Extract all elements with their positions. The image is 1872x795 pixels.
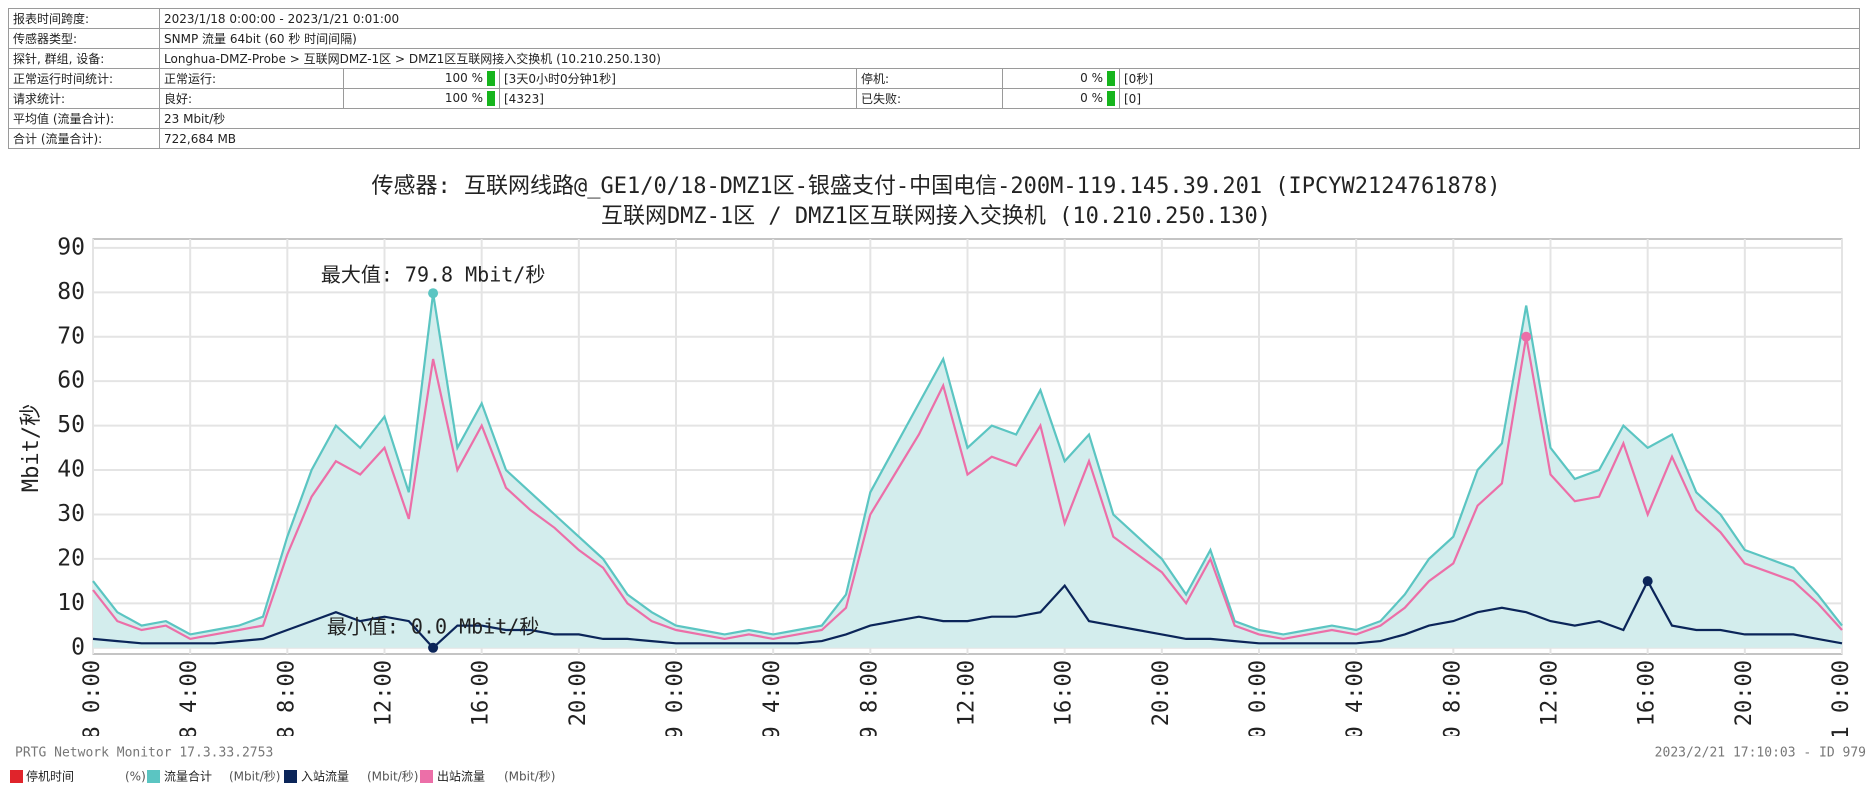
table-row: 正常运行时间统计: 正常运行: 100 % [3天0小时0分钟1秒] 停机: 0 % [0秒… bbox=[8, 68, 1860, 89]
max-annotation: 最大值: 79.8 Mbit/秒 bbox=[321, 263, 546, 287]
cell-text: 23 Mbit/秒 bbox=[164, 112, 226, 126]
status-bar bbox=[1107, 71, 1115, 86]
cell-text: [0秒] bbox=[1124, 72, 1153, 86]
cell-text: SNMP 流量 64bit (60 秒 时间间隔) bbox=[164, 32, 357, 46]
table-row: 请求统计: 良好: 100 % [4323] 已失败: 0 % [0] bbox=[8, 88, 1860, 109]
legend-label: 流量合计 bbox=[164, 769, 212, 784]
legend-swatch bbox=[10, 770, 23, 783]
line bbox=[92, 336, 1843, 641]
x-tick-label: 1/19 16:00 bbox=[1052, 660, 1077, 792]
x-tick-label: 1/19 4:00 bbox=[760, 660, 785, 779]
chart-title: 传感器: 互联网线路@_GE1/0/18-DMZ1区-银盛支付-中国电信-200… bbox=[372, 174, 1501, 199]
extreme-marker bbox=[428, 642, 439, 653]
y-tick-label: 80 bbox=[57, 279, 85, 305]
y-tick-label: 50 bbox=[57, 412, 85, 438]
cell-text: 正常运行时间统计: bbox=[13, 72, 114, 86]
y-tick-label: 30 bbox=[57, 501, 85, 527]
x-tick-label: 1/19 0:00 bbox=[663, 660, 688, 779]
legend-swatch bbox=[420, 770, 433, 783]
status-bar bbox=[487, 71, 495, 86]
legend-swatch bbox=[284, 770, 297, 783]
line bbox=[92, 293, 1843, 636]
cell-text: 100 % bbox=[444, 71, 483, 85]
x-tick-label: 1/19 20:00 bbox=[1149, 660, 1174, 792]
x-tick-label: 1/18 4:00 bbox=[177, 660, 202, 779]
cell-text: 0 % bbox=[1080, 91, 1103, 105]
cell-text: 0 % bbox=[1080, 71, 1103, 85]
cell-text: 722,684 MB bbox=[164, 131, 237, 146]
x-tick-label: 1/19 12:00 bbox=[955, 660, 980, 792]
cell-text: 平均值 (流量合计): bbox=[13, 112, 115, 126]
legend-swatch bbox=[147, 770, 160, 783]
cell-text: 传感器类型: bbox=[13, 32, 78, 46]
y-tick-label: 90 bbox=[57, 234, 85, 260]
y-tick-label: 20 bbox=[57, 545, 85, 571]
x-tick-label: 1/19 8:00 bbox=[857, 660, 882, 779]
table-cell: 0 % bbox=[1002, 68, 1120, 89]
x-tick-label: 1/20 0:00 bbox=[1246, 660, 1271, 779]
table-row: 合计 (流量合计): 722,684 MB bbox=[8, 128, 1860, 149]
legend-unit: (Mbit/秒) bbox=[367, 770, 418, 784]
x-tick-label: 1/21 0:00 bbox=[1829, 660, 1854, 779]
extreme-marker bbox=[1521, 331, 1532, 342]
x-tick-label: 1/18 16:00 bbox=[469, 660, 494, 792]
cell-text: 正常运行: bbox=[164, 72, 217, 86]
cell-text: [3天0小时0分钟1秒] bbox=[504, 72, 616, 86]
x-tick-label: 1/18 0:00 bbox=[80, 660, 105, 779]
min-annotation: 最小值: 0.0 Mbit/秒 bbox=[327, 614, 539, 638]
chart-subtitle: 互联网DMZ-1区 / DMZ1区互联网接入交换机 (10.210.250.13… bbox=[601, 204, 1271, 229]
cell-text: Longhua-DMZ-Probe > 互联网DMZ-1区 > DMZ1区互联网… bbox=[164, 52, 661, 66]
cell-text: 良好: bbox=[164, 92, 193, 106]
legend-unit: (Mbit/秒) bbox=[229, 770, 280, 784]
cell-text: 合计 (流量合计): bbox=[13, 132, 103, 146]
y-axis-label: Mbit/秒 bbox=[19, 404, 44, 492]
y-tick-label: 40 bbox=[57, 457, 85, 483]
legend-label: 入站流量 bbox=[301, 770, 349, 784]
x-tick-label: 1/20 16:00 bbox=[1635, 660, 1660, 792]
x-tick-label: 1/20 12:00 bbox=[1538, 660, 1563, 792]
y-tick-label: 70 bbox=[57, 323, 85, 349]
cell-text: 2023/1/18 0:00:00 - 2023/1/21 0:01:00 bbox=[164, 11, 400, 26]
x-tick-label: 1/18 8:00 bbox=[274, 660, 299, 779]
status-bar bbox=[487, 91, 495, 106]
y-tick-label: 0 bbox=[71, 634, 85, 660]
cell-text: 报表时间跨度: bbox=[13, 12, 90, 26]
table-cell: 合计 (流量合计): bbox=[8, 128, 160, 149]
legend-unit: (Mbit/秒) bbox=[504, 770, 555, 784]
table-cell: 请求统计: bbox=[8, 88, 160, 109]
report-table: 报表时间跨度: 2023/1/18 0:00:00 - 2023/1/21 0:0… bbox=[8, 8, 1860, 149]
table-cell: 探针, 群组, 设备: bbox=[8, 48, 160, 69]
extreme-marker bbox=[428, 288, 439, 299]
x-tick-labels: 1/18 0:00 1/18 4:00 1/18 8:00 1/18 12:00 1/1… bbox=[80, 660, 1854, 792]
cell-text: 探针, 群组, 设备: bbox=[13, 52, 105, 66]
cell-text: 已失败: bbox=[861, 92, 902, 106]
cell-text: [4323] bbox=[504, 91, 544, 106]
x-tick-label: 1/20 20:00 bbox=[1732, 660, 1757, 792]
cell-text: 100 % bbox=[444, 91, 483, 105]
x-tick-label: 1/18 20:00 bbox=[566, 660, 591, 792]
status-bar bbox=[1107, 91, 1115, 106]
x-tick-label: 1/20 8:00 bbox=[1440, 660, 1465, 779]
legend-unit: (%) bbox=[125, 770, 146, 784]
legend-label: 出站流量 bbox=[437, 770, 485, 784]
footer-right: 2023/2/21 17:10:03 - ID 979 bbox=[1655, 746, 1866, 761]
y-tick-label: 60 bbox=[57, 368, 85, 394]
cell-text: 请求统计: bbox=[13, 92, 66, 106]
extreme-marker bbox=[1642, 576, 1653, 587]
x-tick-label: 1/18 12:00 bbox=[372, 660, 397, 792]
x-tick-label: 1/20 4:00 bbox=[1343, 660, 1368, 779]
y-tick-label: 10 bbox=[57, 590, 85, 616]
table-cell: 722,684 MB bbox=[159, 128, 1860, 149]
cell-text: 停机: bbox=[861, 72, 890, 86]
line bbox=[92, 578, 1843, 650]
footer-left: PRTG Network Monitor 17.3.33.2753 bbox=[15, 746, 273, 761]
cell-text: [0] bbox=[1124, 91, 1141, 106]
legend-label: 停机时间 bbox=[26, 769, 74, 784]
